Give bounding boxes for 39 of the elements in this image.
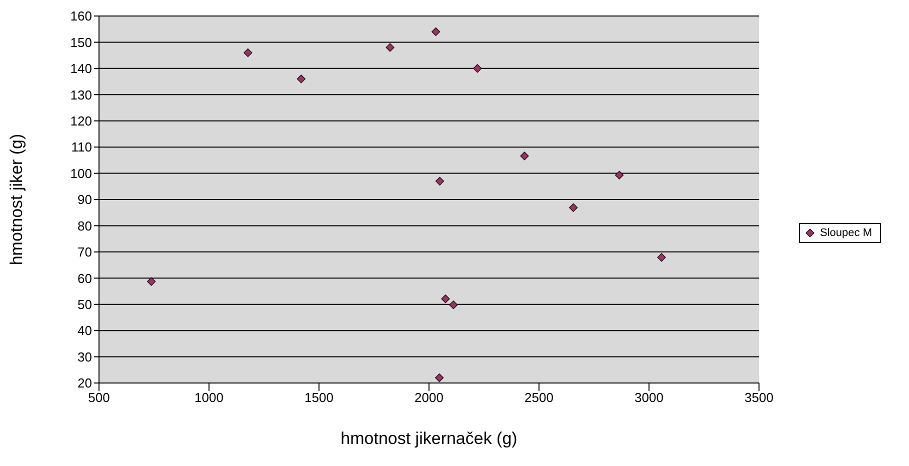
y-axis-title: hmotnost jiker (g) [7,134,26,266]
point [244,48,252,57]
x-tick-label: 1000 [194,390,224,406]
x-tick-label: 3000 [634,390,664,406]
y-tick-label: 20 [78,376,92,391]
y-tick-label: 70 [78,244,92,260]
y-tick-label: 150 [70,34,92,50]
x-tick-label: 1500 [304,390,334,406]
y-tick-label: 160 [70,8,92,24]
legend-label: Sloupec M [820,227,872,239]
y-tick-label: 90 [78,192,92,208]
y-tick-label: 80 [78,218,92,234]
point [657,253,666,262]
point [441,294,450,304]
point [147,277,156,286]
point [432,27,440,36]
point [296,74,306,84]
x-tick-label: 2500 [524,390,554,406]
y-tick-label: 110 [71,140,92,155]
y-tick-label: 130 [70,87,92,102]
x-axis-title: hmotnost jikernaček (g) [340,429,518,448]
point [473,64,482,73]
point [386,43,394,52]
y-tick-label: 120 [70,113,92,128]
point [435,373,444,382]
point [435,176,444,186]
point [615,170,624,180]
y-tick-label: 140 [70,61,92,76]
y-tick-label: 100 [70,166,92,181]
y-tick-label: 30 [78,349,92,364]
y-tick-label: 40 [78,323,92,338]
x-tick-label: 2000 [414,390,444,406]
point [520,152,529,160]
point [449,300,458,310]
x-tick-label: 500 [88,390,110,406]
y-tick-label: 50 [78,296,92,312]
x-tick-label: 3500 [744,390,774,406]
y-tick-label: 60 [78,270,92,286]
point [569,203,578,212]
